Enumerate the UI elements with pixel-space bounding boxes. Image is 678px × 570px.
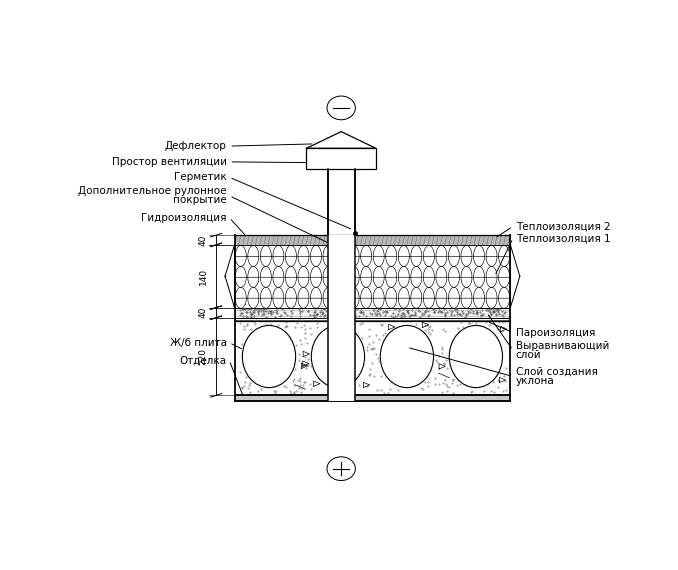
Text: Теплоизоляция 2: Теплоизоляция 2	[516, 221, 610, 231]
Text: 40: 40	[199, 307, 207, 318]
Text: 220: 220	[199, 348, 207, 365]
Text: Гидроизоляция: Гидроизоляция	[141, 213, 226, 223]
Text: слой: слой	[516, 349, 541, 360]
Text: Дефлектор: Дефлектор	[165, 141, 226, 151]
Polygon shape	[225, 245, 235, 308]
Text: Герметик: Герметик	[174, 172, 226, 182]
Bar	[235, 317, 511, 396]
Bar	[235, 245, 511, 308]
Bar	[306, 148, 376, 169]
Text: Пароизоляция: Пароизоляция	[516, 328, 595, 337]
Text: Выравнивающий: Выравнивающий	[516, 341, 609, 351]
Text: покрытие: покрытие	[173, 195, 226, 205]
Text: Дополнительное рулонное: Дополнительное рулонное	[78, 186, 226, 196]
Text: 40: 40	[199, 234, 207, 246]
Text: Слой создания: Слой создания	[516, 367, 597, 377]
Text: Ж/б плита: Ж/б плита	[170, 337, 226, 348]
Bar	[235, 235, 511, 245]
Text: Отделка: Отделка	[180, 355, 226, 365]
Polygon shape	[511, 245, 520, 308]
Bar	[235, 396, 511, 401]
Text: Простор вентиляции: Простор вентиляции	[112, 157, 226, 167]
Bar	[235, 308, 511, 317]
Text: уклона: уклона	[516, 376, 555, 386]
Bar	[327, 235, 355, 401]
Text: Теплоизоляция 1: Теплоизоляция 1	[516, 233, 610, 243]
Polygon shape	[306, 132, 376, 148]
Text: 140: 140	[199, 268, 207, 285]
